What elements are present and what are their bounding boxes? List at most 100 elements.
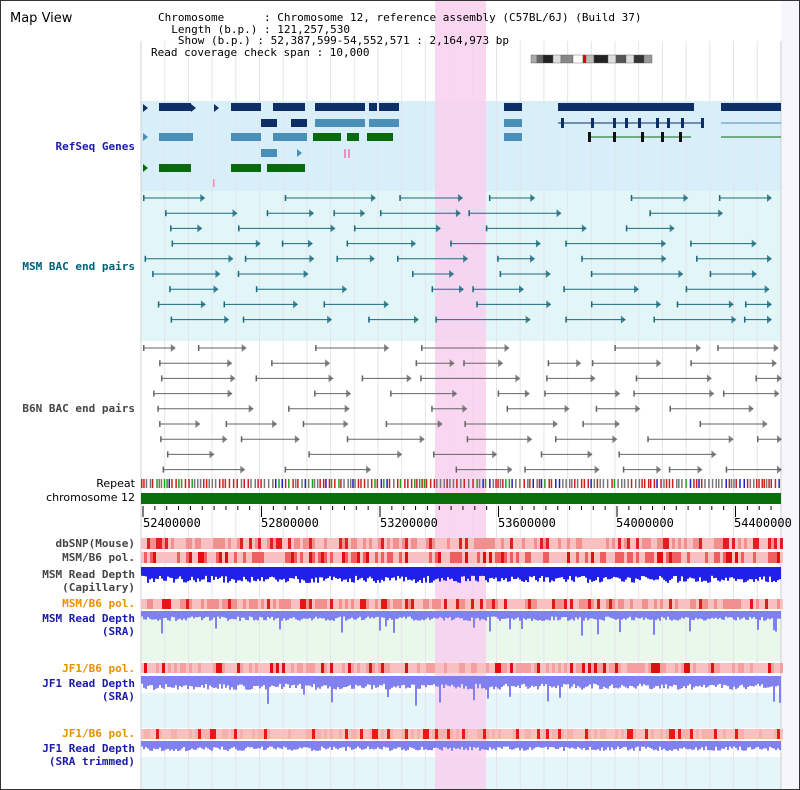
repeat-mark — [297, 479, 299, 488]
depth-bar — [301, 611, 303, 620]
depth-bar — [215, 567, 217, 577]
heat-cell — [513, 729, 516, 739]
depth-bar — [757, 741, 759, 747]
heat-cell — [273, 538, 276, 549]
depth-bar — [361, 611, 363, 621]
heat-cell — [357, 599, 360, 609]
jf1-depth-sra-label[interactable]: JF1 Read Depth (SRA) — [42, 677, 135, 703]
depth-bar — [441, 567, 443, 579]
depth-bar — [573, 567, 575, 582]
depth-bar — [295, 611, 297, 620]
depth-bar — [347, 741, 349, 747]
gene-block — [159, 103, 191, 111]
depth-bar — [145, 676, 147, 689]
heat-cell — [453, 552, 456, 563]
heat-cell — [168, 663, 171, 673]
depth-bar — [613, 567, 615, 577]
heat-cell — [225, 552, 228, 563]
bac-end-arrow — [634, 285, 640, 294]
depth-bar — [527, 676, 529, 689]
bac-end-arrow — [581, 224, 587, 233]
heat-cell — [354, 663, 357, 673]
msm-b6-pol-sra-label[interactable]: MSM/B6 pol. — [62, 597, 135, 610]
msm-b6-pol-label[interactable]: MSM/B6 pol. — [62, 551, 135, 564]
heat-cell — [528, 729, 531, 739]
heat-cell — [585, 538, 588, 549]
heat-cell — [633, 729, 636, 739]
heat-cell — [585, 552, 588, 563]
depth-bar — [261, 567, 263, 578]
heat-cell — [513, 538, 516, 549]
heat-cell — [417, 552, 420, 563]
depth-bar — [345, 676, 347, 688]
dbsnp-label[interactable]: dbSNP(Mouse) — [55, 537, 135, 550]
depth-bar — [585, 567, 587, 578]
depth-bar — [163, 611, 165, 619]
repeat-mark — [352, 479, 354, 488]
depth-bar — [639, 611, 641, 619]
refseq-gene-features[interactable] — [143, 103, 781, 187]
repeat-mark — [685, 479, 687, 488]
repeat-mark — [643, 479, 646, 488]
heat-cell — [663, 538, 666, 549]
heat-cell — [237, 729, 240, 739]
heat-cell — [429, 663, 432, 673]
depth-bar — [475, 611, 477, 619]
jf1-depth-trim-label[interactable]: JF1 Read Depth (SRA trimmed) — [42, 742, 135, 768]
heat-cell — [471, 552, 474, 563]
depth-bar — [595, 741, 597, 751]
heat-cell — [210, 663, 213, 673]
msm-bac-label[interactable]: MSM BAC end pairs — [22, 260, 135, 273]
heat-cell — [732, 538, 735, 549]
heat-cell — [549, 729, 552, 739]
repeat-mark — [730, 479, 733, 488]
heat-cell — [690, 552, 693, 563]
b6n-bac-features[interactable] — [143, 344, 782, 474]
depth-bar — [547, 741, 549, 750]
depth-bar — [383, 611, 385, 618]
depth-bar — [765, 676, 767, 688]
depth-bar — [713, 567, 715, 579]
heat-cell — [432, 663, 435, 673]
bac-end-mark — [288, 405, 290, 412]
repeat-mark — [544, 479, 546, 488]
depth-bar — [743, 567, 745, 583]
jf1-b6-pol-label[interactable]: JF1/B6 pol. — [62, 662, 135, 675]
refseq-genes-label[interactable]: RefSeq Genes — [55, 140, 135, 153]
bac-end-mark — [499, 271, 502, 277]
depth-bar — [379, 676, 381, 686]
depth-bar — [699, 676, 701, 686]
depth-bar — [749, 567, 751, 579]
depth-bar — [373, 567, 375, 582]
bac-end-mark — [485, 225, 488, 232]
depth-bar — [719, 611, 721, 618]
depth-bar — [483, 567, 485, 576]
depth-bar — [641, 676, 643, 687]
heat-cell — [741, 552, 744, 563]
depth-bar — [213, 567, 215, 581]
depth-bar — [383, 567, 385, 582]
depth-bar — [203, 611, 205, 619]
b6n-bac-label[interactable]: B6N BAC end pairs — [22, 402, 135, 415]
msm-bac-features[interactable] — [143, 194, 772, 324]
heat-cell — [753, 729, 756, 739]
heat-cell — [618, 552, 621, 563]
heat-cell — [702, 599, 705, 609]
bac-end-mark — [690, 360, 692, 367]
bac-end-arrow — [552, 420, 558, 428]
depth-bar — [593, 567, 595, 582]
jf1-b6-pol-trim-label[interactable]: JF1/B6 pol. — [62, 727, 135, 740]
depth-bar — [397, 567, 399, 577]
bac-end-arrow — [437, 420, 443, 428]
msm-depth-sra-label[interactable]: MSM Read Depth (SRA) — [42, 612, 135, 638]
heat-cell — [219, 729, 222, 739]
ideogram-band — [643, 54, 653, 64]
heat-cell — [648, 599, 651, 609]
depth-bar — [157, 741, 159, 750]
repeat-mark — [472, 479, 474, 488]
msm-depth-capillary-label[interactable]: MSM Read Depth (Capillary) — [42, 568, 135, 594]
depth-bar — [545, 741, 547, 747]
depth-bar — [431, 567, 433, 583]
bac-end-arrow — [366, 465, 372, 474]
depth-bar — [643, 741, 645, 747]
